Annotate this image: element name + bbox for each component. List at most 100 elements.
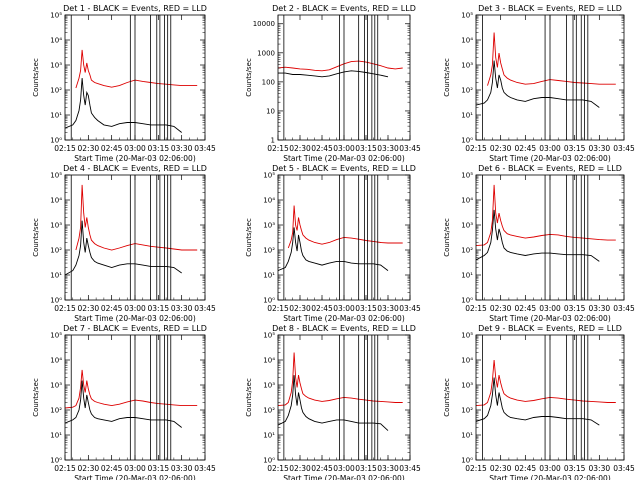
series-line-lld	[476, 359, 616, 407]
x-tick-label: 02:15	[465, 144, 487, 153]
y-tick-label: 10⁰	[50, 457, 62, 465]
y-tick-label: 10⁴	[50, 37, 62, 45]
x-tick-label: 02:30	[490, 464, 512, 473]
y-tick-label: 10⁵	[50, 172, 62, 180]
y-axis-label: Counts/sec	[32, 218, 40, 257]
x-tick-label: 03:30	[589, 144, 611, 153]
y-axis-label: Counts/sec	[245, 378, 253, 417]
x-axis-label: Start Time (20-Mar-03 02:06:00)	[489, 154, 611, 163]
y-tick-label: 10⁰	[263, 297, 275, 305]
y-tick-label: 10⁰	[461, 297, 473, 305]
panel-title: Det 4 - BLACK = Events, RED = LLD	[63, 164, 207, 173]
y-tick-label: 10⁵	[461, 12, 473, 20]
y-tick-label: 10⁴	[263, 357, 275, 365]
x-tick-label: 02:30	[78, 144, 100, 153]
x-tick-label: 02:45	[311, 464, 333, 473]
x-tick-label: 03:15	[148, 144, 170, 153]
x-tick-label: 02:45	[515, 144, 537, 153]
x-tick-label: 03:00	[333, 464, 355, 473]
panel-title: Det 1 - BLACK = Events, RED = LLD	[63, 4, 207, 13]
x-tick-label: 03:15	[148, 464, 170, 473]
panel-det-3: 02:15 02:30 02:45 03:00 03:15 03:30 03:45 10⁰ 10…	[443, 4, 635, 163]
x-tick-label: 03:30	[589, 304, 611, 313]
x-tick-label: 03:15	[355, 144, 377, 153]
panel-det-2: 02:15 02:30 02:45 03:00 03:15 03:30 03:45 1 10 10…	[245, 4, 421, 163]
x-tick-label: 03:15	[355, 304, 377, 313]
x-tick-label: 02:15	[54, 304, 76, 313]
y-tick-label: 10000	[253, 20, 275, 28]
y-tick-label: 10²	[50, 247, 62, 255]
x-tick-label: 02:30	[490, 144, 512, 153]
x-tick-label: 02:15	[54, 464, 76, 473]
y-tick-label: 10³	[263, 382, 275, 390]
x-tick-label: 03:15	[355, 464, 377, 473]
x-tick-label: 02:30	[490, 304, 512, 313]
x-tick-label: 02:45	[311, 144, 333, 153]
x-tick-label: 03:00	[539, 464, 561, 473]
x-tick-label: 03:30	[171, 464, 193, 473]
y-tick-label: 10²	[263, 247, 275, 255]
x-tick-label: 02:15	[54, 144, 76, 153]
y-tick-label: 10³	[50, 382, 62, 390]
y-tick-label: 10⁰	[461, 137, 473, 145]
x-tick-label: 03:45	[399, 464, 421, 473]
y-tick-label: 10	[266, 107, 275, 115]
y-tick-label: 10³	[461, 62, 473, 70]
x-tick-label: 02:45	[515, 304, 537, 313]
y-tick-label: 10⁵	[461, 172, 473, 180]
x-tick-label: 02:15	[267, 144, 289, 153]
series-line-events	[476, 377, 600, 426]
y-tick-label: 10⁰	[263, 457, 275, 465]
series-line-lld	[75, 184, 198, 251]
series-line-lld	[278, 60, 403, 72]
y-tick-label: 10²	[461, 87, 473, 95]
x-tick-label: 02:30	[289, 144, 311, 153]
x-tick-label: 03:15	[564, 464, 586, 473]
x-tick-label: 02:30	[78, 464, 100, 473]
panel-det-5: 02:15 02:30 02:45 03:00 03:15 03:30 03:45 10⁰ 10…	[245, 164, 421, 323]
y-tick-label: 10²	[263, 407, 275, 415]
x-tick-label: 02:30	[78, 304, 100, 313]
y-tick-label: 10³	[461, 382, 473, 390]
y-tick-label: 10¹	[461, 112, 473, 120]
y-tick-label: 10⁰	[461, 457, 473, 465]
x-tick-label: 03:30	[377, 464, 399, 473]
panel-title: Det 2 - BLACK = Events, RED = LLD	[272, 4, 416, 13]
x-tick-label: 02:45	[515, 464, 537, 473]
y-tick-label: 10²	[50, 87, 62, 95]
y-tick-label: 10⁵	[50, 332, 62, 340]
y-axis-label: Counts/sec	[32, 378, 40, 417]
x-tick-label: 03:30	[171, 144, 193, 153]
y-tick-label: 10⁰	[50, 137, 62, 145]
y-tick-label: 10⁵	[263, 172, 275, 180]
panel-det-7: 02:15 02:30 02:45 03:00 03:15 03:30 03:45 10⁰ 10…	[32, 324, 216, 480]
y-tick-label: 10⁴	[50, 357, 62, 365]
y-tick-label: 10¹	[263, 432, 275, 440]
y-tick-label: 10⁵	[263, 332, 275, 340]
x-tick-label: 02:30	[289, 304, 311, 313]
x-axis-label: Start Time (20-Mar-03 02:06:00)	[283, 314, 405, 323]
x-tick-label: 03:45	[399, 304, 421, 313]
y-tick-label: 10³	[263, 222, 275, 230]
x-tick-label: 02:15	[465, 304, 487, 313]
x-axis-label: Start Time (20-Mar-03 02:06:00)	[74, 154, 196, 163]
x-tick-label: 03:30	[171, 304, 193, 313]
y-axis-label: Counts/sec	[245, 218, 253, 257]
panel-title: Det 5 - BLACK = Events, RED = LLD	[272, 164, 416, 173]
x-tick-label: 02:45	[101, 144, 123, 153]
y-tick-label: 100	[262, 78, 275, 86]
y-tick-label: 10⁰	[50, 297, 62, 305]
y-axis-label: Counts/sec	[443, 378, 451, 417]
y-tick-label: 10⁴	[50, 197, 62, 205]
x-tick-label: 03:00	[124, 464, 146, 473]
series-line-lld	[476, 184, 616, 247]
x-tick-label: 03:45	[194, 304, 216, 313]
x-tick-label: 03:45	[613, 464, 635, 473]
series-line-lld	[487, 32, 616, 86]
x-tick-label: 03:15	[148, 304, 170, 313]
x-tick-label: 02:45	[101, 304, 123, 313]
y-tick-label: 10¹	[50, 432, 62, 440]
x-tick-label: 03:00	[333, 144, 355, 153]
series-line-events	[278, 70, 389, 78]
